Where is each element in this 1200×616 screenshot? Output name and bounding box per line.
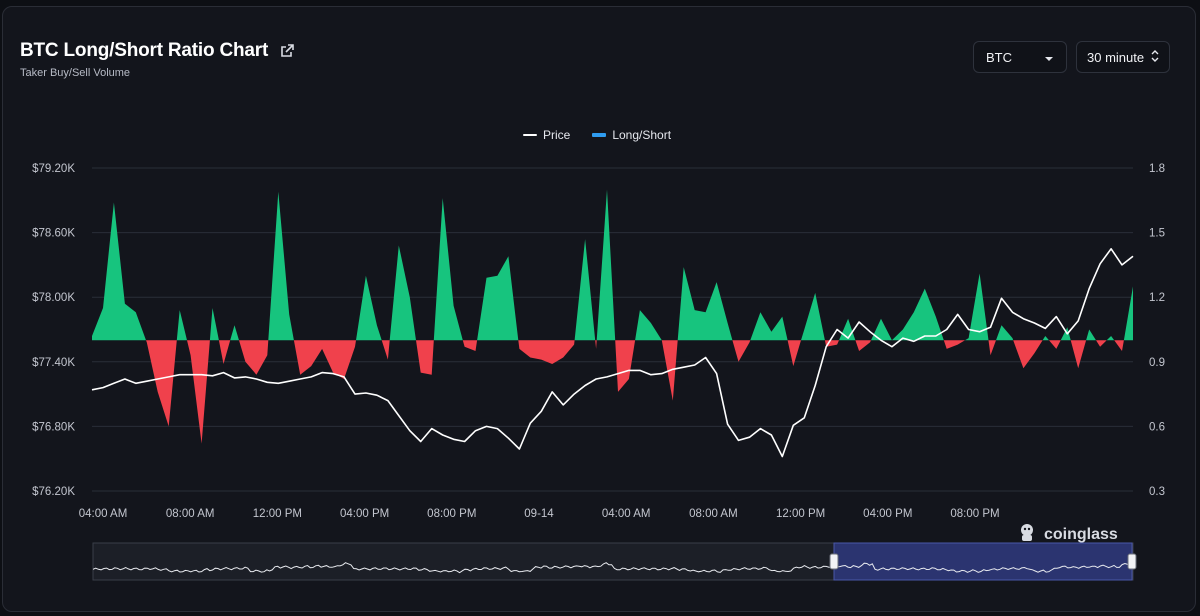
y-right-tick-label: 1.2 — [1149, 292, 1165, 304]
x-tick-label: 04:00 AM — [602, 508, 651, 520]
price-line — [91, 248, 1134, 458]
legend-swatch-price — [522, 134, 537, 136]
y-right-tick-label: 1.5 — [1149, 228, 1165, 240]
watermark-text: coinglass — [1044, 525, 1118, 543]
up-down-chevron-icon — [1151, 49, 1159, 66]
y-right-tick-label: 0.3 — [1149, 486, 1165, 498]
y-right-tick-label: 0.6 — [1149, 421, 1165, 433]
y-left-tick-label: $76.80K — [32, 421, 75, 433]
x-tick-label: 12:00 PM — [253, 508, 302, 520]
legend-item-long-short[interactable]: Long/Short — [592, 128, 671, 142]
x-tick-label: 12:00 PM — [776, 508, 825, 520]
y-left-tick-label: $76.20K — [32, 486, 75, 498]
y-right-tick-label: 0.9 — [1149, 357, 1165, 369]
y-left-tick-label: $78.00K — [32, 292, 75, 304]
x-tick-label: 04:00 AM — [79, 508, 128, 520]
x-tick-label: 04:00 PM — [863, 508, 912, 520]
x-tick-label: 08:00 AM — [689, 508, 738, 520]
x-tick-label: 08:00 AM — [166, 508, 215, 520]
navigator-handle — [1127, 553, 1137, 570]
interval-select-value: 30 minute — [1087, 49, 1145, 65]
navigator-handle — [829, 553, 839, 570]
interval-select[interactable]: 30 minute — [1076, 41, 1170, 73]
caret-down-icon — [1044, 50, 1054, 65]
watermark: coinglass — [1016, 521, 1118, 548]
x-tick-label: 04:00 PM — [340, 508, 389, 520]
coin-select-value: BTC — [986, 49, 1012, 65]
page-title: BTC Long/Short Ratio Chart — [20, 40, 269, 61]
y-left-tick-label: $78.60K — [32, 228, 75, 240]
external-link-icon[interactable] — [278, 42, 296, 60]
long-short-negative-area — [92, 340, 1133, 444]
legend-label-long-short: Long/Short — [612, 128, 672, 142]
title-row: BTC Long/Short Ratio Chart — [20, 40, 296, 62]
chart-subtitle: Taker Buy/Sell Volume — [20, 67, 131, 79]
long-short-positive-area — [92, 189, 1133, 341]
legend-swatch-long-short — [592, 133, 607, 137]
x-tick-label: 08:00 PM — [427, 508, 476, 520]
y-left-tick-label: $79.20K — [32, 163, 75, 175]
y-right-tick-label: 1.8 — [1149, 163, 1165, 175]
chart-legend: Price Long/Short — [0, 128, 1194, 142]
x-tick-label: 08:00 PM — [950, 508, 999, 520]
coinglass-logo-icon — [1016, 521, 1038, 548]
legend-item-price[interactable]: Price — [522, 128, 571, 142]
coin-select[interactable]: BTC — [973, 41, 1067, 73]
navigator-selection — [833, 542, 1133, 581]
navigator-price-line — [92, 562, 1134, 574]
x-tick-label: 09-14 — [524, 508, 554, 520]
legend-label-price: Price — [542, 128, 571, 142]
y-left-tick-label: $77.40K — [32, 357, 75, 369]
